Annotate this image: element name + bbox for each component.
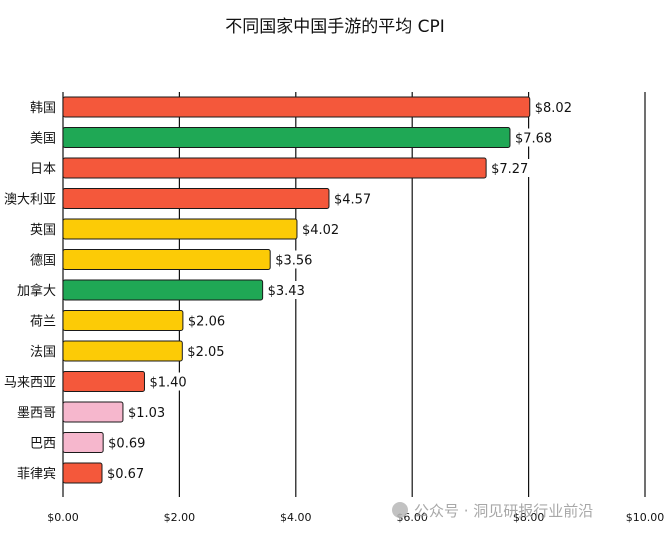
value-label: $3.43 xyxy=(268,284,305,299)
bar xyxy=(62,432,104,453)
bars xyxy=(62,96,531,484)
category-label: 英国 xyxy=(30,223,56,238)
bar xyxy=(62,218,298,240)
bar xyxy=(62,340,183,362)
bar xyxy=(62,279,264,301)
value-label-background xyxy=(511,128,560,147)
bar xyxy=(62,188,330,209)
wechat-logo-icon xyxy=(392,502,408,518)
x-tick-label: $10.00 xyxy=(626,511,665,524)
value-label: $2.06 xyxy=(188,315,225,330)
category-label: 巴西 xyxy=(30,437,56,452)
category-label: 荷兰 xyxy=(30,315,56,330)
value-label-background xyxy=(298,220,347,238)
value-label: $7.68 xyxy=(515,132,552,147)
chart-title: 不同国家中国手游的平均 CPI xyxy=(225,17,445,37)
category-label: 日本 xyxy=(30,162,56,177)
category-label: 墨西哥 xyxy=(17,406,56,421)
category-label: 美国 xyxy=(30,132,56,147)
value-label-background xyxy=(184,342,232,360)
category-label: 韩国 xyxy=(30,101,56,116)
value-label: $0.67 xyxy=(107,467,144,482)
value-label-background xyxy=(105,433,153,452)
value-label-background xyxy=(146,372,194,391)
x-tick-label: $4.00 xyxy=(280,511,312,524)
category-label: 马来西亚 xyxy=(4,376,56,391)
value-label-background xyxy=(531,98,580,116)
x-tick-label: $0.00 xyxy=(47,511,79,524)
bar xyxy=(62,96,531,118)
x-tick-label: $2.00 xyxy=(164,511,196,524)
bar xyxy=(62,127,511,148)
bar xyxy=(62,249,271,270)
value-label-background xyxy=(103,464,152,482)
category-label: 菲律宾 xyxy=(17,466,56,482)
value-label-background xyxy=(264,281,313,299)
value-label-background xyxy=(184,311,233,330)
value-label: $3.56 xyxy=(275,254,312,269)
watermark: 公众号 · 洞见研报行业前沿 xyxy=(392,500,593,521)
bar xyxy=(62,401,124,423)
category-label: 加拿大 xyxy=(17,283,56,299)
value-label: $8.02 xyxy=(535,101,572,116)
value-label: $7.27 xyxy=(491,162,528,177)
watermark-text: 公众号 · 洞见研报行业前沿 xyxy=(414,502,594,520)
category-label: 澳大利亚 xyxy=(4,192,56,208)
x-tick-label: $8.00 xyxy=(513,511,545,524)
value-label: $4.57 xyxy=(334,193,371,208)
value-label-background xyxy=(272,250,320,269)
value-label: $0.69 xyxy=(108,437,145,452)
value-label: $1.40 xyxy=(149,376,186,391)
bar xyxy=(62,462,103,484)
value-label: $4.02 xyxy=(302,223,339,238)
value-label-background xyxy=(488,159,536,177)
category-label: 德国 xyxy=(30,254,56,269)
value-label: $2.05 xyxy=(187,345,224,360)
bar xyxy=(62,157,487,179)
value-label-background xyxy=(330,189,379,208)
bar xyxy=(62,310,184,331)
bar xyxy=(62,371,145,392)
category-label: 法国 xyxy=(30,345,56,360)
value-label-background xyxy=(124,403,173,421)
value-label: $1.03 xyxy=(128,406,165,421)
